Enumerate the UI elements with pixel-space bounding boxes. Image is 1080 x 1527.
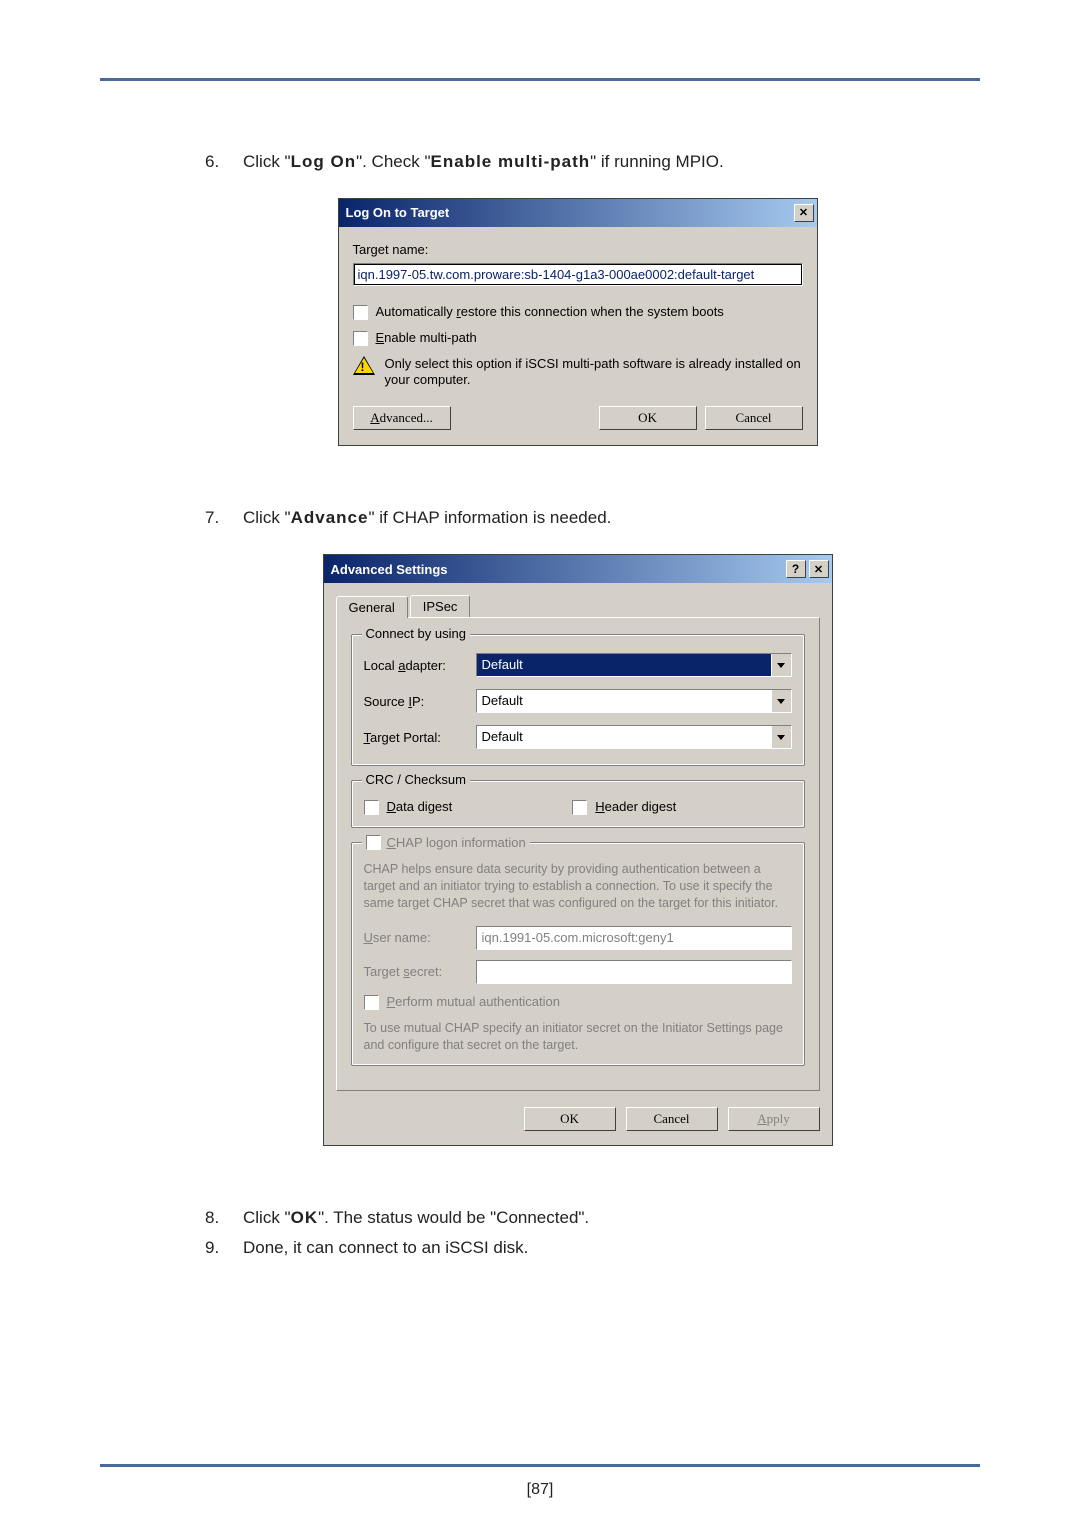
connect-by-using-group: Connect by using Local adapter: Default … <box>351 634 805 766</box>
checkbox-icon <box>353 305 368 320</box>
tab-strip: General IPSec <box>324 583 832 617</box>
checkbox-icon <box>572 800 587 815</box>
step-7: 7. Click "Advance" if CHAP information i… <box>205 506 950 530</box>
checkbox-icon <box>364 995 379 1010</box>
step-8-num: 8. <box>205 1206 243 1230</box>
advanced-titlebar: Advanced Settings ? ✕ <box>324 555 832 583</box>
source-ip-combo[interactable]: Default <box>476 689 792 713</box>
tab-panel: Connect by using Local adapter: Default … <box>336 617 820 1091</box>
checkbox-icon[interactable] <box>366 835 381 850</box>
close-icon[interactable]: ✕ <box>809 560 829 578</box>
dropdown-icon <box>771 690 791 712</box>
target-portal-label: Target Portal: <box>364 730 476 745</box>
target-name-input[interactable]: iqn.1997-05.tw.com.proware:sb-1404-g1a3-… <box>353 263 803 286</box>
chap-group-title: CHAP logon information <box>362 834 530 853</box>
step-6: 6. Click "Log On". Check "Enable multi-p… <box>205 150 950 174</box>
help-icon[interactable]: ? <box>786 560 806 578</box>
step-9-num: 9. <box>205 1236 243 1260</box>
tab-ipsec[interactable]: IPSec <box>410 595 471 617</box>
advanced-button[interactable]: Advanced... <box>353 406 451 430</box>
logon-title: Log On to Target <box>346 205 450 220</box>
cancel-button[interactable]: Cancel <box>705 406 803 430</box>
step-7-text: Click "Advance" if CHAP information is n… <box>243 506 611 530</box>
user-name-input[interactable]: iqn.1991-05.com.microsoft:geny1 <box>476 926 792 950</box>
logon-target-dialog: Log On to Target ✕ Target name: iqn.1997… <box>338 198 818 447</box>
local-adapter-combo[interactable]: Default <box>476 653 792 677</box>
cancel-button[interactable]: Cancel <box>626 1107 718 1131</box>
dropdown-icon <box>771 654 791 676</box>
advanced-title: Advanced Settings <box>331 562 448 577</box>
close-icon[interactable]: ✕ <box>794 204 814 222</box>
mutual-auth-checkbox[interactable]: Perform mutual authentication <box>364 994 792 1010</box>
crc-group-title: CRC / Checksum <box>362 772 470 787</box>
advanced-settings-dialog: Advanced Settings ? ✕ General IPSec Conn… <box>323 554 833 1146</box>
step-8-text: Click "OK". The status would be "Connect… <box>243 1206 589 1230</box>
target-portal-combo[interactable]: Default <box>476 725 792 749</box>
apply-button[interactable]: Apply <box>728 1107 820 1131</box>
bottom-rule <box>100 1464 980 1467</box>
ok-button[interactable]: OK <box>524 1107 616 1131</box>
warning-text: Only select this option if iSCSI multi-p… <box>385 356 803 389</box>
target-name-label: Target name: <box>353 242 803 257</box>
tab-general[interactable]: General <box>336 596 408 618</box>
chap-description: CHAP helps ensure data security by provi… <box>364 861 792 912</box>
checkbox-icon <box>353 331 368 346</box>
local-adapter-label: Local adapter: <box>364 658 476 673</box>
crc-checksum-group: CRC / Checksum Data digest Header digest <box>351 780 805 828</box>
chap-logon-group: CHAP logon information CHAP helps ensure… <box>351 842 805 1066</box>
header-digest-checkbox[interactable]: Header digest <box>572 799 676 815</box>
auto-restore-checkbox[interactable]: Automatically restore this connection wh… <box>353 304 803 320</box>
dropdown-icon <box>771 726 791 748</box>
data-digest-checkbox[interactable]: Data digest <box>364 799 453 815</box>
step-8: 8. Click "OK". The status would be "Conn… <box>205 1206 950 1230</box>
warning-row: ! Only select this option if iSCSI multi… <box>353 356 803 389</box>
step-9: 9. Done, it can connect to an iSCSI disk… <box>205 1236 950 1260</box>
target-secret-label: Target secret: <box>364 964 476 979</box>
mutual-description: To use mutual CHAP specify an initiator … <box>364 1020 792 1054</box>
top-rule <box>100 78 980 81</box>
source-ip-label: Source IP: <box>364 694 476 709</box>
user-name-label: User name: <box>364 930 476 945</box>
logon-titlebar: Log On to Target ✕ <box>339 199 817 227</box>
content-area: 6. Click "Log On". Check "Enable multi-p… <box>205 150 950 1284</box>
step-7-num: 7. <box>205 506 243 530</box>
target-secret-input[interactable] <box>476 960 792 984</box>
step-6-text: Click "Log On". Check "Enable multi-path… <box>243 150 724 174</box>
ok-button[interactable]: OK <box>599 406 697 430</box>
warning-icon: ! <box>353 356 375 376</box>
page-number: [87] <box>0 1481 1080 1499</box>
enable-multipath-checkbox[interactable]: Enable multi-path <box>353 330 803 346</box>
step-9-text: Done, it can connect to an iSCSI disk. <box>243 1236 528 1260</box>
checkbox-icon <box>364 800 379 815</box>
step-6-num: 6. <box>205 150 243 174</box>
connect-group-title: Connect by using <box>362 626 470 641</box>
